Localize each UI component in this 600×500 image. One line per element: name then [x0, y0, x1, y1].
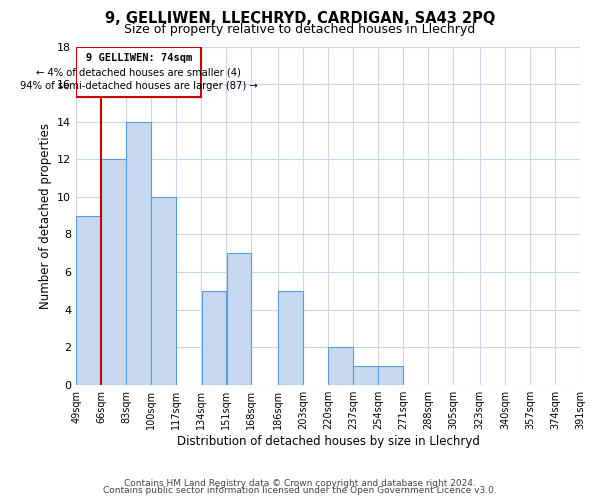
- Bar: [202, 291, 226, 384]
- Bar: [101, 159, 126, 384]
- Text: Size of property relative to detached houses in Llechryd: Size of property relative to detached ho…: [124, 22, 476, 36]
- Bar: [127, 122, 151, 384]
- X-axis label: Distribution of detached houses by size in Llechryd: Distribution of detached houses by size …: [176, 434, 479, 448]
- Bar: [227, 253, 251, 384]
- Text: 9 GELLIWEN: 74sqm: 9 GELLIWEN: 74sqm: [86, 53, 192, 63]
- Y-axis label: Number of detached properties: Number of detached properties: [38, 122, 52, 308]
- Bar: [379, 366, 403, 384]
- Bar: [328, 347, 353, 385]
- Text: 9, GELLIWEN, LLECHRYD, CARDIGAN, SA43 2PQ: 9, GELLIWEN, LLECHRYD, CARDIGAN, SA43 2P…: [105, 11, 495, 26]
- Text: ← 4% of detached houses are smaller (4): ← 4% of detached houses are smaller (4): [36, 67, 241, 77]
- Bar: [353, 366, 378, 384]
- Bar: [278, 291, 303, 384]
- Bar: [76, 216, 101, 384]
- FancyBboxPatch shape: [76, 46, 202, 97]
- Text: 94% of semi-detached houses are larger (87) →: 94% of semi-detached houses are larger (…: [20, 82, 257, 92]
- Text: Contains HM Land Registry data © Crown copyright and database right 2024.: Contains HM Land Registry data © Crown c…: [124, 478, 476, 488]
- Bar: [151, 197, 176, 384]
- Text: Contains public sector information licensed under the Open Government Licence v3: Contains public sector information licen…: [103, 486, 497, 495]
